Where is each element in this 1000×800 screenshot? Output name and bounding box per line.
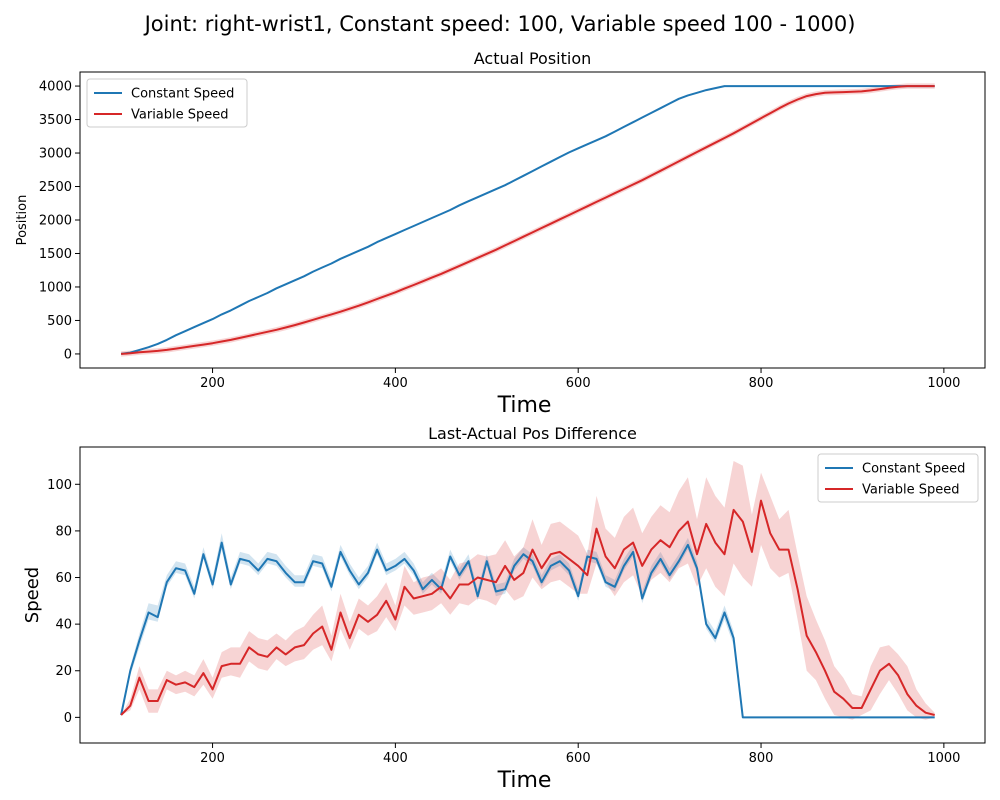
x-tick-label: 800 [749,751,774,766]
figure-suptitle: Joint: right-wrist1, Constant speed: 100… [144,12,856,36]
y-tick-label: 40 [55,618,72,633]
y-tick-label: 2500 [39,180,72,195]
y-tick-label: 500 [47,314,72,329]
plot-frame [79,446,986,744]
chart-panel-1: Actual Position 200 400 600 800 1000 0 500 1000 1… [15,49,986,418]
legend-box [817,453,979,503]
legend-label-variable-speed: Variable Speed [862,483,960,498]
legend: Constant Speed Variable Speed [86,78,248,128]
y-axis-title: Position [15,195,30,246]
y-tick-label: 2000 [39,214,72,229]
y-tick-label: 1500 [39,247,72,262]
y-tick-label: 3500 [39,113,72,128]
plot-data [120,83,935,357]
x-axis-title: Time [497,393,552,418]
chart-title: Actual Position [474,49,592,68]
x-tick-label: 600 [566,376,591,391]
x-axis-title: Time [497,768,552,793]
y-tick-label: 3000 [39,147,72,162]
x-tick-label: 1000 [927,376,960,391]
x-tick-label: 800 [749,376,774,391]
legend: Constant Speed Variable Speed [817,453,979,503]
x-tick-label: 1000 [927,751,960,766]
chart-title: Last-Actual Pos Difference [428,424,637,443]
y-tick-label: 0 [64,711,72,726]
x-tick-label: 400 [383,751,408,766]
y-tick-label: 20 [55,664,72,679]
confidence-band-variable [121,461,935,720]
series-line-variable-speed [120,499,935,716]
legend-label-constant-speed: Constant Speed [862,462,965,477]
x-tick-label: 200 [200,751,225,766]
legend-box [86,78,248,128]
y-tick-label: 60 [55,571,72,586]
y-tick-label: 1000 [39,280,72,295]
y-axis-title: Speed [22,567,43,623]
series-line-constant-speed [120,541,935,719]
y-tick-label: 80 [55,524,72,539]
plot-data [120,461,935,720]
x-tick-label: 200 [200,376,225,391]
series-line-variable-speed [121,85,935,355]
series-line-constant-speed [120,85,935,355]
x-tick-label: 600 [566,751,591,766]
y-tick-label: 100 [47,478,72,493]
confidence-band-constant [121,533,935,718]
y-tick-label: 4000 [39,80,72,95]
x-tick-label: 400 [383,376,408,391]
y-tick-label: 0 [64,347,72,362]
legend-label-variable-speed: Variable Speed [131,108,229,123]
legend-label-constant-speed: Constant Speed [131,87,234,102]
